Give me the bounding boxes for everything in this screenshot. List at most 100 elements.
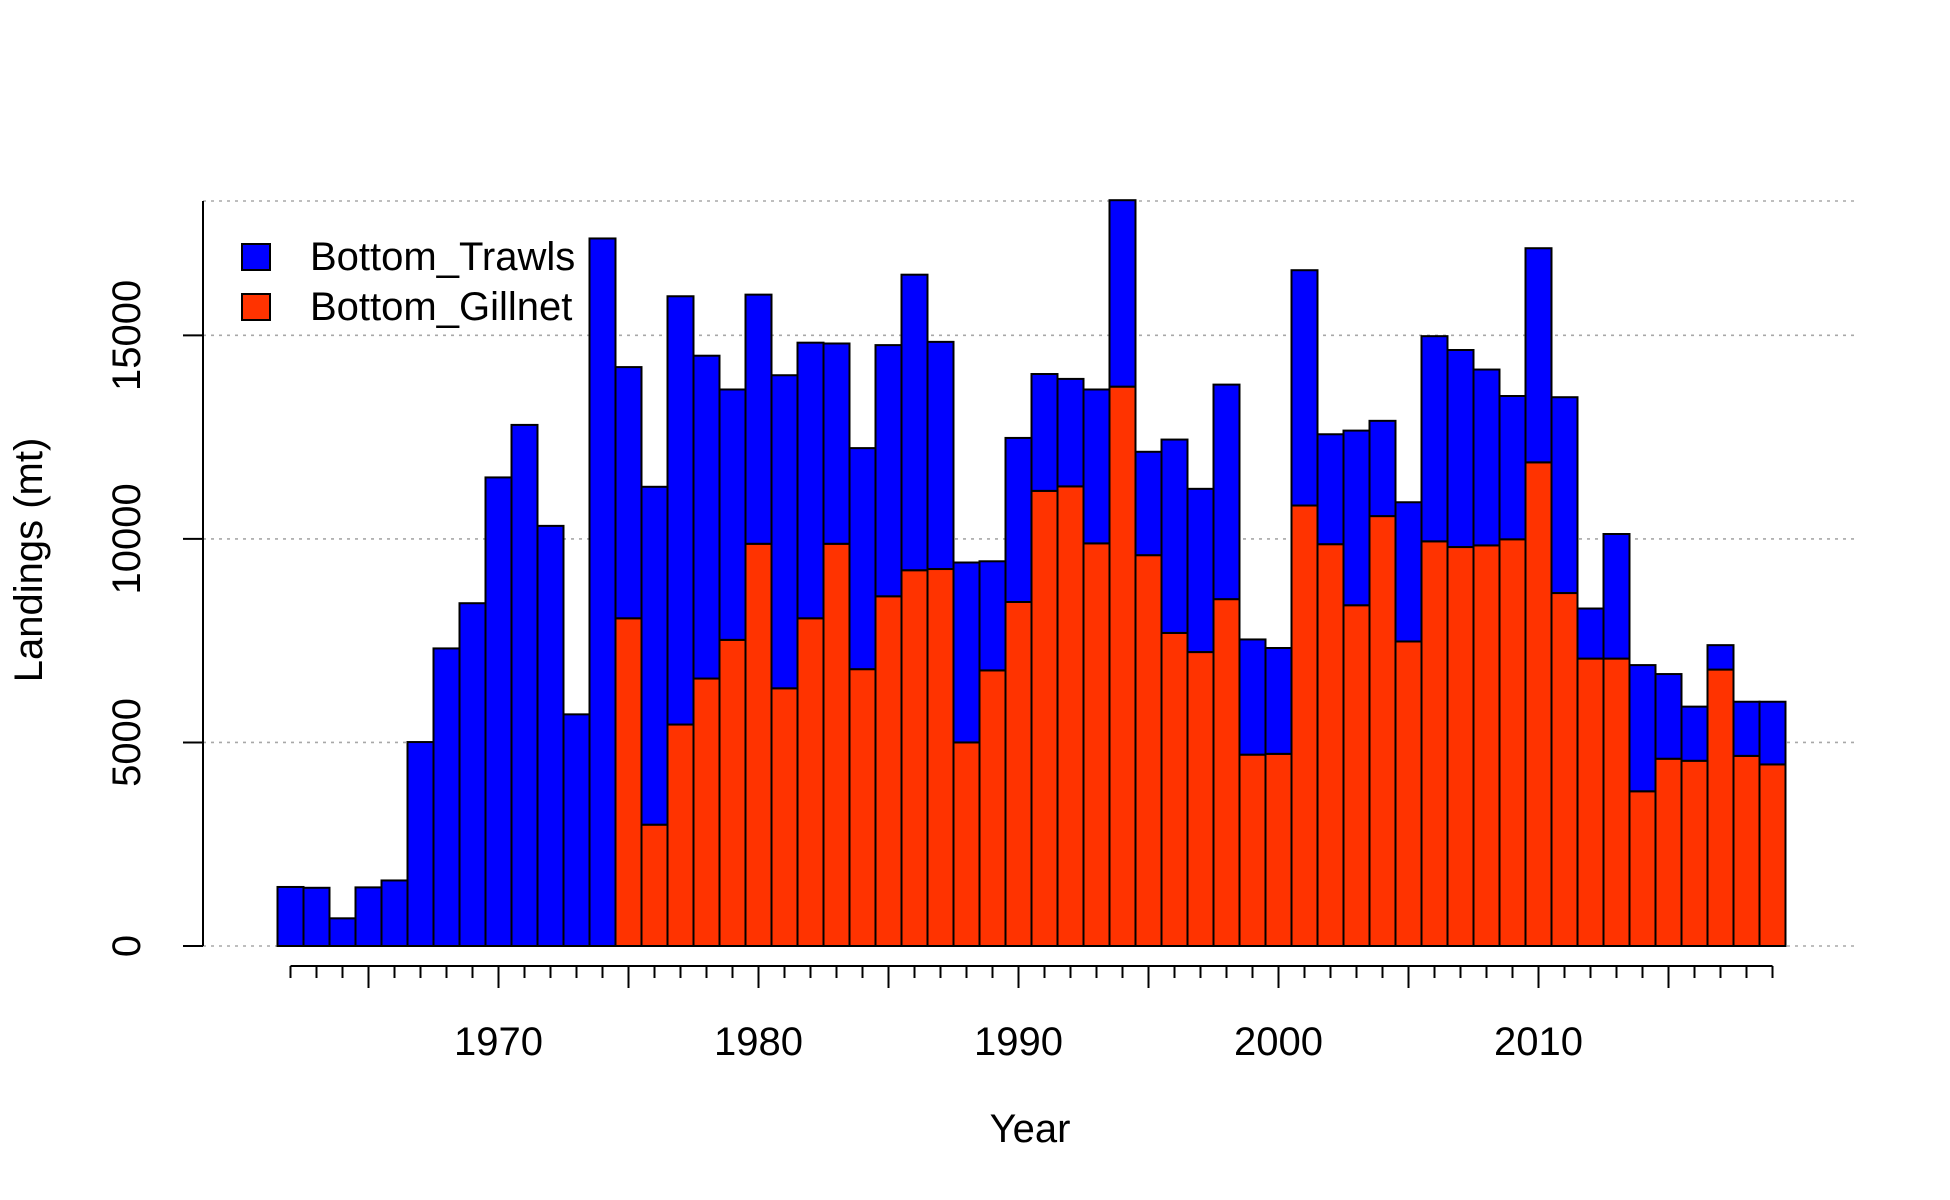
legend-swatch-bottom-gillnet — [241, 293, 271, 321]
legend-swatch-bottom-trawls — [241, 243, 271, 271]
x-tick-label: 1990 — [974, 1020, 1063, 1064]
bar-bottom-trawls-1997 — [1186, 487, 1215, 654]
x-tick-label: 1970 — [454, 1020, 543, 1064]
bar-bottom-trawls-2005 — [1394, 501, 1423, 643]
bar-bottom-trawls-1980 — [744, 293, 773, 545]
bar-bottom-trawls-1972 — [536, 524, 565, 947]
y-tick-label: 15000 — [105, 280, 149, 391]
bar-bottom-trawls-1988 — [952, 561, 981, 744]
bar-bottom-gillnet-1985 — [874, 595, 903, 947]
bar-bottom-trawls-1965 — [354, 886, 383, 948]
bar-bottom-gillnet-1982 — [796, 617, 825, 947]
bar-bottom-gillnet-2003 — [1342, 604, 1371, 947]
bar-bottom-trawls-2017 — [1706, 644, 1735, 671]
bar-bottom-trawls-2000 — [1264, 647, 1293, 755]
bar-bottom-gillnet-1992 — [1056, 485, 1085, 947]
bar-bottom-gillnet-1977 — [666, 723, 695, 947]
bar-bottom-trawls-2004 — [1368, 419, 1397, 518]
bar-bottom-trawls-2018 — [1732, 700, 1761, 757]
bar-bottom-gillnet-2018 — [1732, 754, 1761, 947]
bar-bottom-gillnet-1990 — [1004, 600, 1033, 947]
bar-bottom-trawls-1989 — [978, 560, 1007, 672]
bar-bottom-trawls-2003 — [1342, 429, 1371, 607]
legend-label-bottom-trawls: Bottom_Trawls — [310, 235, 575, 279]
bar-bottom-gillnet-2004 — [1368, 515, 1397, 948]
bar-bottom-trawls-1996 — [1160, 438, 1189, 634]
bar-bottom-trawls-1973 — [562, 713, 591, 947]
bar-bottom-gillnet-1988 — [952, 741, 981, 947]
bar-bottom-gillnet-2014 — [1628, 790, 1657, 947]
bar-bottom-gillnet-1981 — [770, 687, 799, 947]
bar-bottom-trawls-2011 — [1550, 396, 1579, 595]
bar-bottom-gillnet-1978 — [692, 677, 721, 947]
bar-bottom-gillnet-2009 — [1498, 538, 1527, 947]
x-tick-label: 2000 — [1234, 1020, 1323, 1064]
bar-bottom-trawls-1969 — [458, 602, 487, 947]
bar-bottom-trawls-2016 — [1680, 705, 1709, 762]
bar-bottom-trawls-1983 — [822, 342, 851, 545]
bar-bottom-trawls-1986 — [900, 273, 929, 572]
axes: 0 5000 10000 15000 1970 1980 1990 2000 2010 — [105, 201, 1774, 1064]
bar-bottom-trawls-2008 — [1472, 368, 1501, 547]
bar-bottom-gillnet-1989 — [978, 669, 1007, 947]
x-tick-label: 1980 — [714, 1020, 803, 1064]
bar-bottom-trawls-2001 — [1290, 269, 1319, 507]
bar-bottom-trawls-1990 — [1004, 436, 1033, 603]
bar-bottom-trawls-1979 — [718, 388, 747, 641]
bars — [276, 199, 1787, 948]
bar-bottom-trawls-2010 — [1524, 247, 1553, 464]
bar-bottom-gillnet-2017 — [1706, 668, 1735, 947]
bar-bottom-gillnet-2000 — [1264, 752, 1293, 947]
bar-bottom-gillnet-1986 — [900, 569, 929, 947]
bar-bottom-trawls-1981 — [770, 374, 799, 690]
bar-bottom-trawls-1999 — [1238, 638, 1267, 756]
bar-bottom-gillnet-1987 — [926, 568, 955, 947]
bar-bottom-trawls-2014 — [1628, 664, 1657, 793]
bar-bottom-gillnet-2012 — [1576, 657, 1605, 948]
bar-bottom-trawls-2019 — [1758, 700, 1787, 766]
bar-bottom-trawls-1993 — [1082, 388, 1111, 545]
legend-label-bottom-gillnet: Bottom_Gillnet — [310, 285, 572, 329]
bar-bottom-gillnet-2005 — [1394, 640, 1423, 947]
x-axis-title: Year — [990, 1107, 1071, 1151]
bar-bottom-gillnet-1983 — [822, 542, 851, 947]
x-tick-label: 2010 — [1494, 1020, 1583, 1064]
bar-bottom-gillnet-1991 — [1030, 489, 1059, 947]
bar-bottom-gillnet-1993 — [1082, 542, 1111, 947]
bar-bottom-gillnet-1998 — [1212, 598, 1241, 947]
bar-bottom-trawls-2002 — [1316, 433, 1345, 546]
bar-bottom-gillnet-2010 — [1524, 461, 1553, 947]
y-axis-title: Landings (mt) — [7, 438, 51, 683]
legend: Bottom_Trawls Bottom_Gillnet — [241, 235, 575, 329]
bar-bottom-gillnet-2019 — [1758, 763, 1787, 948]
bar-bottom-trawls-1963 — [302, 886, 331, 948]
bar-bottom-trawls-1992 — [1056, 377, 1085, 488]
bar-bottom-gillnet-1980 — [744, 542, 773, 947]
bar-bottom-trawls-1974 — [588, 237, 617, 947]
bar-bottom-trawls-1970 — [484, 476, 513, 947]
bar-bottom-gillnet-2001 — [1290, 504, 1319, 947]
bar-bottom-gillnet-2011 — [1550, 592, 1579, 947]
bar-bottom-gillnet-1997 — [1186, 651, 1215, 947]
bar-bottom-trawls-2013 — [1602, 533, 1631, 660]
bar-bottom-gillnet-1994 — [1108, 385, 1137, 947]
y-tick-label: 5000 — [105, 698, 149, 787]
bar-bottom-gillnet-2015 — [1654, 757, 1683, 947]
bar-bottom-trawls-1962 — [276, 885, 305, 948]
bar-bottom-trawls-2009 — [1498, 395, 1527, 541]
bar-bottom-trawls-1976 — [640, 485, 669, 826]
y-tick-label: 10000 — [105, 483, 149, 594]
bar-bottom-trawls-1985 — [874, 344, 903, 598]
bar-bottom-gillnet-2002 — [1316, 543, 1345, 947]
bar-bottom-trawls-1987 — [926, 340, 955, 571]
bar-bottom-gillnet-2016 — [1680, 759, 1709, 947]
bar-bottom-trawls-1978 — [692, 354, 721, 680]
bar-bottom-trawls-1982 — [796, 341, 825, 620]
bar-bottom-gillnet-2006 — [1420, 540, 1449, 947]
bar-bottom-trawls-1964 — [328, 917, 357, 948]
bar-bottom-trawls-2006 — [1420, 335, 1449, 543]
bar-bottom-gillnet-1976 — [640, 823, 669, 947]
bar-bottom-trawls-1994 — [1108, 199, 1137, 388]
bar-bottom-trawls-1975 — [614, 366, 643, 620]
bar-bottom-gillnet-1996 — [1160, 631, 1189, 947]
